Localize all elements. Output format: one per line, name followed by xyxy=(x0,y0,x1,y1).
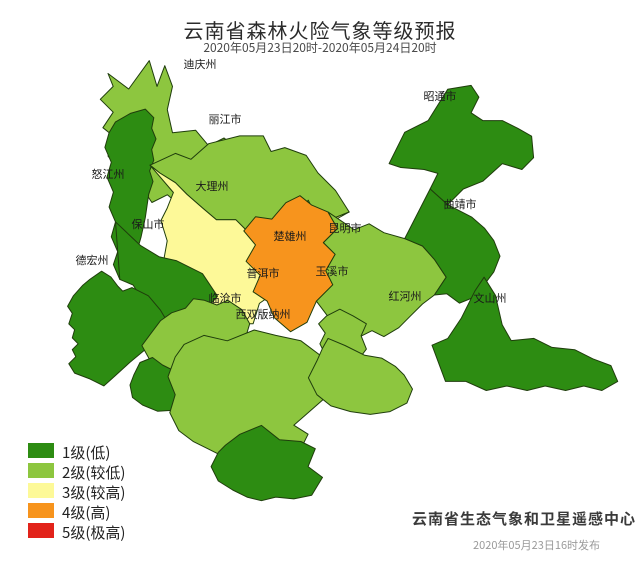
svg-text:临沧市: 临沧市 xyxy=(209,290,242,306)
svg-text:怒江州: 怒江州 xyxy=(92,166,125,182)
svg-text:昭通市: 昭通市 xyxy=(424,88,457,104)
svg-text:文山州: 文山州 xyxy=(474,290,507,306)
svg-text:昆明市: 昆明市 xyxy=(329,220,362,236)
svg-text:普洱市: 普洱市 xyxy=(247,265,280,281)
svg-text:保山市: 保山市 xyxy=(132,216,165,232)
svg-text:丽江市: 丽江市 xyxy=(209,111,242,127)
svg-text:大理州: 大理州 xyxy=(196,178,229,194)
svg-text:红河州: 红河州 xyxy=(389,288,422,304)
svg-text:楚雄州: 楚雄州 xyxy=(274,228,307,244)
svg-text:西双版纳州: 西双版纳州 xyxy=(236,306,291,322)
svg-text:玉溪市: 玉溪市 xyxy=(316,263,349,279)
svg-text:迪庆州: 迪庆州 xyxy=(184,56,217,72)
svg-text:曲靖市: 曲靖市 xyxy=(444,196,477,212)
svg-text:德宏州: 德宏州 xyxy=(76,252,109,268)
